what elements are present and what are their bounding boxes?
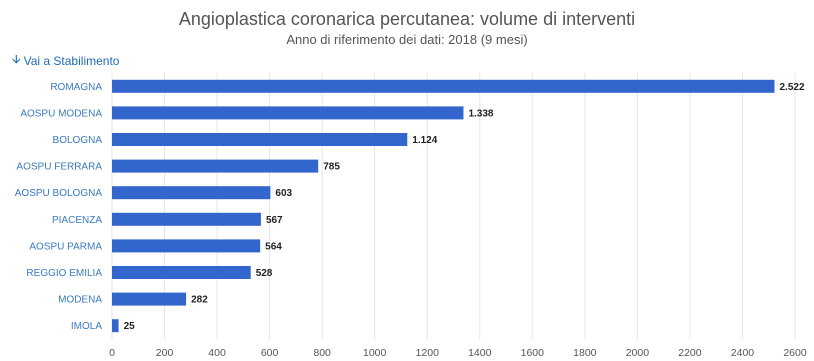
bar[interactable] xyxy=(112,106,464,120)
vai-a-stabilimento-link[interactable]: 🡫 Vai a Stabilimento xyxy=(12,50,119,71)
x-tick-label: 0 xyxy=(109,347,115,359)
arrow-down-icon: 🡫 xyxy=(12,52,21,66)
x-tick-label: 400 xyxy=(208,347,226,359)
category-label[interactable]: AOSPU MODENA xyxy=(20,108,102,119)
data-label: 603 xyxy=(275,188,292,199)
bar[interactable] xyxy=(112,212,261,226)
x-tick-label: 1800 xyxy=(573,347,597,359)
bar[interactable] xyxy=(112,79,775,93)
category-label[interactable]: BOLOGNA xyxy=(53,135,103,146)
bar[interactable] xyxy=(112,186,271,200)
bar[interactable] xyxy=(112,266,251,279)
chart-title: Angioplastica coronarica percutanea: vol… xyxy=(178,9,636,29)
category-label[interactable]: MODENA xyxy=(58,295,102,306)
x-tick-label: 2600 xyxy=(783,347,807,359)
x-tick-label: 2000 xyxy=(626,347,650,359)
bar[interactable] xyxy=(112,159,319,173)
x-tick-label: 1400 xyxy=(468,347,492,359)
category-label[interactable]: AOSPU PARMA xyxy=(29,241,102,252)
vai-a-stabilimento-label: Vai a Stabilimento xyxy=(23,53,120,68)
category-label[interactable]: IMOLA xyxy=(71,321,102,332)
bar[interactable] xyxy=(112,133,408,146)
bar[interactable] xyxy=(112,292,187,306)
data-label: 282 xyxy=(191,295,208,306)
data-label: 567 xyxy=(266,215,283,226)
data-label: 25 xyxy=(124,321,136,332)
data-label: 564 xyxy=(265,241,282,252)
category-label[interactable]: AOSPU FERRARA xyxy=(16,162,102,173)
x-tick-label: 1600 xyxy=(521,347,545,359)
x-tick-label: 600 xyxy=(261,347,279,359)
x-tick-label: 200 xyxy=(156,347,174,359)
data-label: 785 xyxy=(323,162,340,173)
category-label[interactable]: ROMAGNA xyxy=(50,82,102,93)
x-tick-label: 1200 xyxy=(416,347,440,359)
data-label: 1.338 xyxy=(468,108,493,119)
x-tick-label: 1000 xyxy=(363,347,387,359)
x-tick-label: 2400 xyxy=(731,347,755,359)
category-label[interactable]: AOSPU BOLOGNA xyxy=(15,188,103,199)
bar[interactable] xyxy=(112,319,119,333)
category-label[interactable]: REGGIO EMILIA xyxy=(26,268,102,279)
chart-subtitle: Anno di riferimento dei dati: 2018 (9 me… xyxy=(286,32,528,47)
data-label: 2.522 xyxy=(780,82,805,93)
x-tick-label: 2200 xyxy=(678,347,702,359)
data-label: 528 xyxy=(256,268,273,279)
category-label[interactable]: PIACENZA xyxy=(52,215,102,226)
data-label: 1.124 xyxy=(412,135,437,146)
x-tick-label: 800 xyxy=(313,347,331,359)
bar[interactable] xyxy=(112,239,261,253)
